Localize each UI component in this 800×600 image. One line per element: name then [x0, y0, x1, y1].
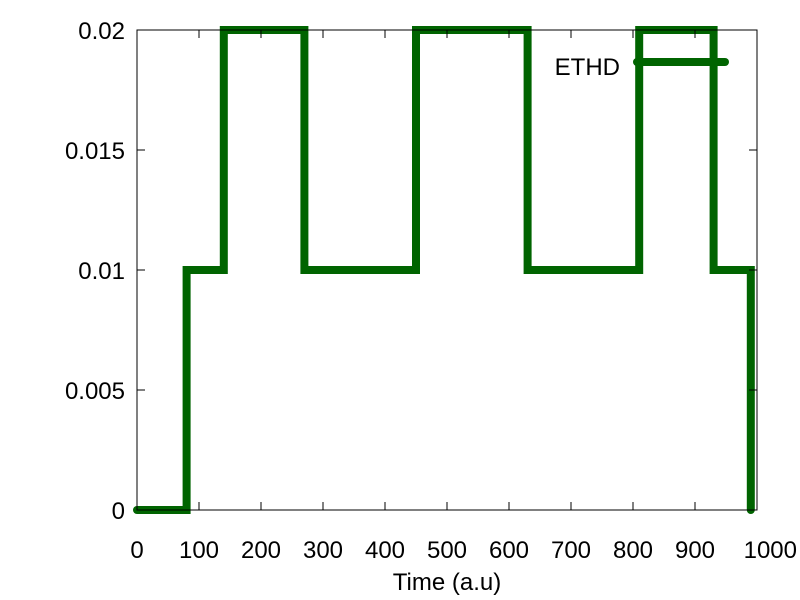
ticks-layer: 0 0.005 0.01 0.015 0.02 0 100 200 300 400 500 600 70… [65, 18, 797, 564]
x-tick-label: 100 [179, 537, 219, 564]
x-tick-label: 600 [489, 537, 529, 564]
series-layer [133, 26, 755, 514]
legend-label-ethd: ETHD [555, 54, 620, 81]
x-tick-label: 0 [130, 537, 143, 564]
series-line-ethd [133, 26, 755, 514]
legend: ETHD [555, 54, 729, 81]
y-tick-label: 0.01 [78, 258, 125, 285]
y-tick-label: 0.02 [78, 18, 125, 45]
x-tick-label: 800 [613, 537, 653, 564]
x-tick-label: 400 [365, 537, 405, 564]
y-tick-label: 0.005 [65, 378, 125, 405]
x-axis-label: Time (a.u) [393, 569, 501, 596]
x-tick-label: 300 [303, 537, 343, 564]
plot-frame [136, 29, 758, 511]
x-tick-label: 700 [551, 537, 591, 564]
x-tick-label: 500 [427, 537, 467, 564]
y-tick-label: 0 [112, 498, 125, 525]
x-tick-label: 1000 [744, 537, 797, 564]
x-tick-label: 200 [241, 537, 281, 564]
y-tick-label: 0.015 [65, 138, 125, 165]
x-tick-label: 900 [675, 537, 715, 564]
